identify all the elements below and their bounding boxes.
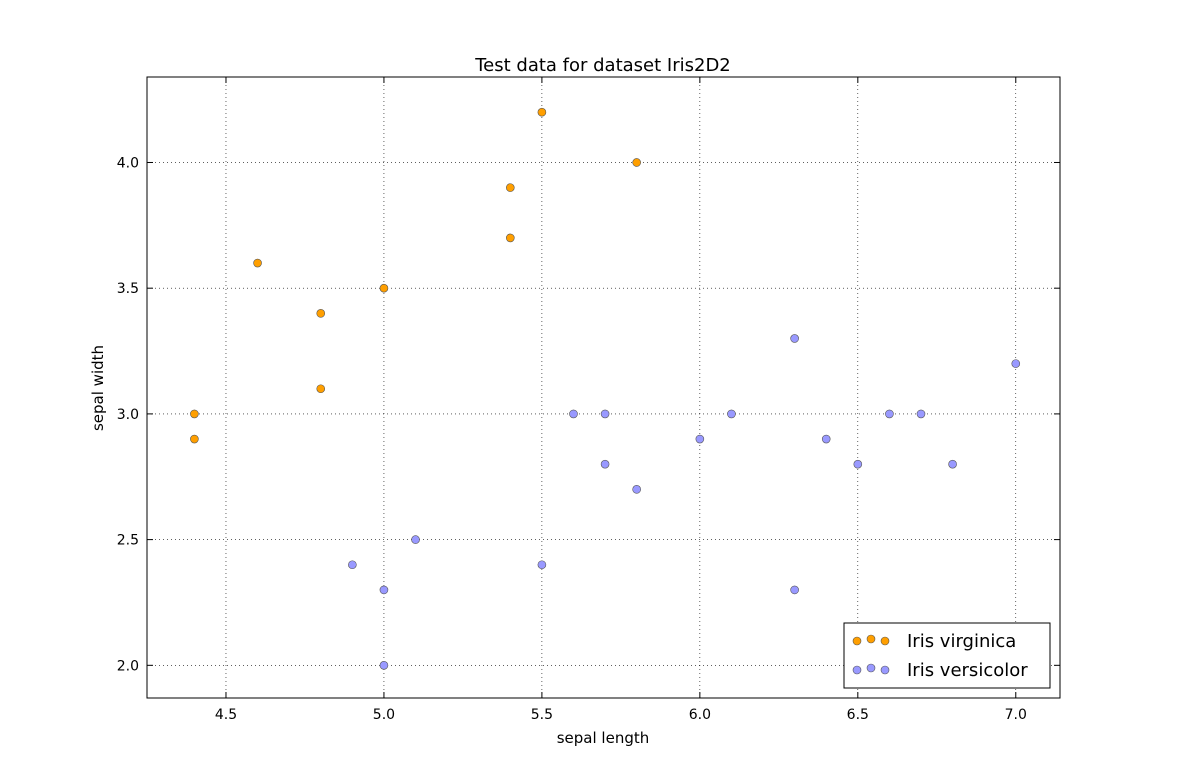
x-tick-label: 6.5 <box>847 707 869 723</box>
data-point <box>600 409 610 419</box>
y-tick-label: 4.0 <box>117 155 139 171</box>
data-point <box>600 459 610 469</box>
data-points <box>190 107 1021 670</box>
data-point <box>885 409 894 419</box>
data-point <box>948 459 957 469</box>
y-tick-label: 3.0 <box>117 407 139 423</box>
x-tick-label: 5.0 <box>373 707 395 723</box>
data-point <box>1011 359 1021 368</box>
data-point <box>411 535 420 544</box>
legend-marker <box>880 665 890 675</box>
data-point <box>569 409 578 419</box>
data-point <box>695 434 705 444</box>
legend-label: Iris versicolor <box>907 660 1028 681</box>
chart-title: Test data for dataset Iris2D2 <box>474 55 731 76</box>
data-point <box>821 434 831 444</box>
data-point <box>253 258 262 268</box>
data-point <box>379 585 389 595</box>
legend-marker <box>866 663 876 673</box>
legend-marker <box>852 665 862 675</box>
data-point <box>916 409 926 419</box>
x-axis-label: sepal length <box>557 729 650 747</box>
plot-frame <box>146 76 1061 699</box>
series-1 <box>190 107 641 444</box>
y-tick-label: 2.0 <box>117 658 139 674</box>
legend-marker <box>880 636 890 646</box>
axis-ticks: 4.5 5.0 5.5 6.0 6.5 7.0 2.0 2.5 3.0 3.5 4.0 <box>117 77 1060 723</box>
data-point <box>506 183 515 192</box>
data-point <box>190 409 199 419</box>
data-point <box>190 434 199 444</box>
data-point <box>316 309 326 318</box>
y-axis-label: sepal width <box>89 345 107 431</box>
legend: Iris virginica Iris versicolor <box>843 622 1051 689</box>
legend-label: Iris virginica <box>907 631 1016 652</box>
grid <box>147 77 1060 698</box>
data-point <box>379 283 389 293</box>
data-point <box>632 158 641 167</box>
data-point <box>316 384 326 394</box>
x-tick-label: 4.5 <box>215 707 237 723</box>
data-point <box>537 107 547 117</box>
y-tick-label: 2.5 <box>117 533 139 549</box>
series-2 <box>348 334 1021 670</box>
x-tick-label: 6.0 <box>689 707 711 723</box>
data-point <box>853 459 863 469</box>
data-point <box>506 233 515 243</box>
data-point <box>790 334 799 343</box>
data-point <box>727 409 736 419</box>
data-point <box>537 560 547 570</box>
legend-marker <box>866 634 876 644</box>
data-point <box>379 661 389 670</box>
x-tick-label: 5.5 <box>531 707 553 723</box>
data-point <box>790 585 799 595</box>
x-tick-label: 7.0 <box>1005 707 1027 723</box>
y-tick-label: 3.5 <box>117 281 139 297</box>
legend-box <box>843 622 1051 689</box>
legend-marker <box>852 636 862 646</box>
data-point <box>348 560 357 570</box>
data-point <box>632 485 641 494</box>
